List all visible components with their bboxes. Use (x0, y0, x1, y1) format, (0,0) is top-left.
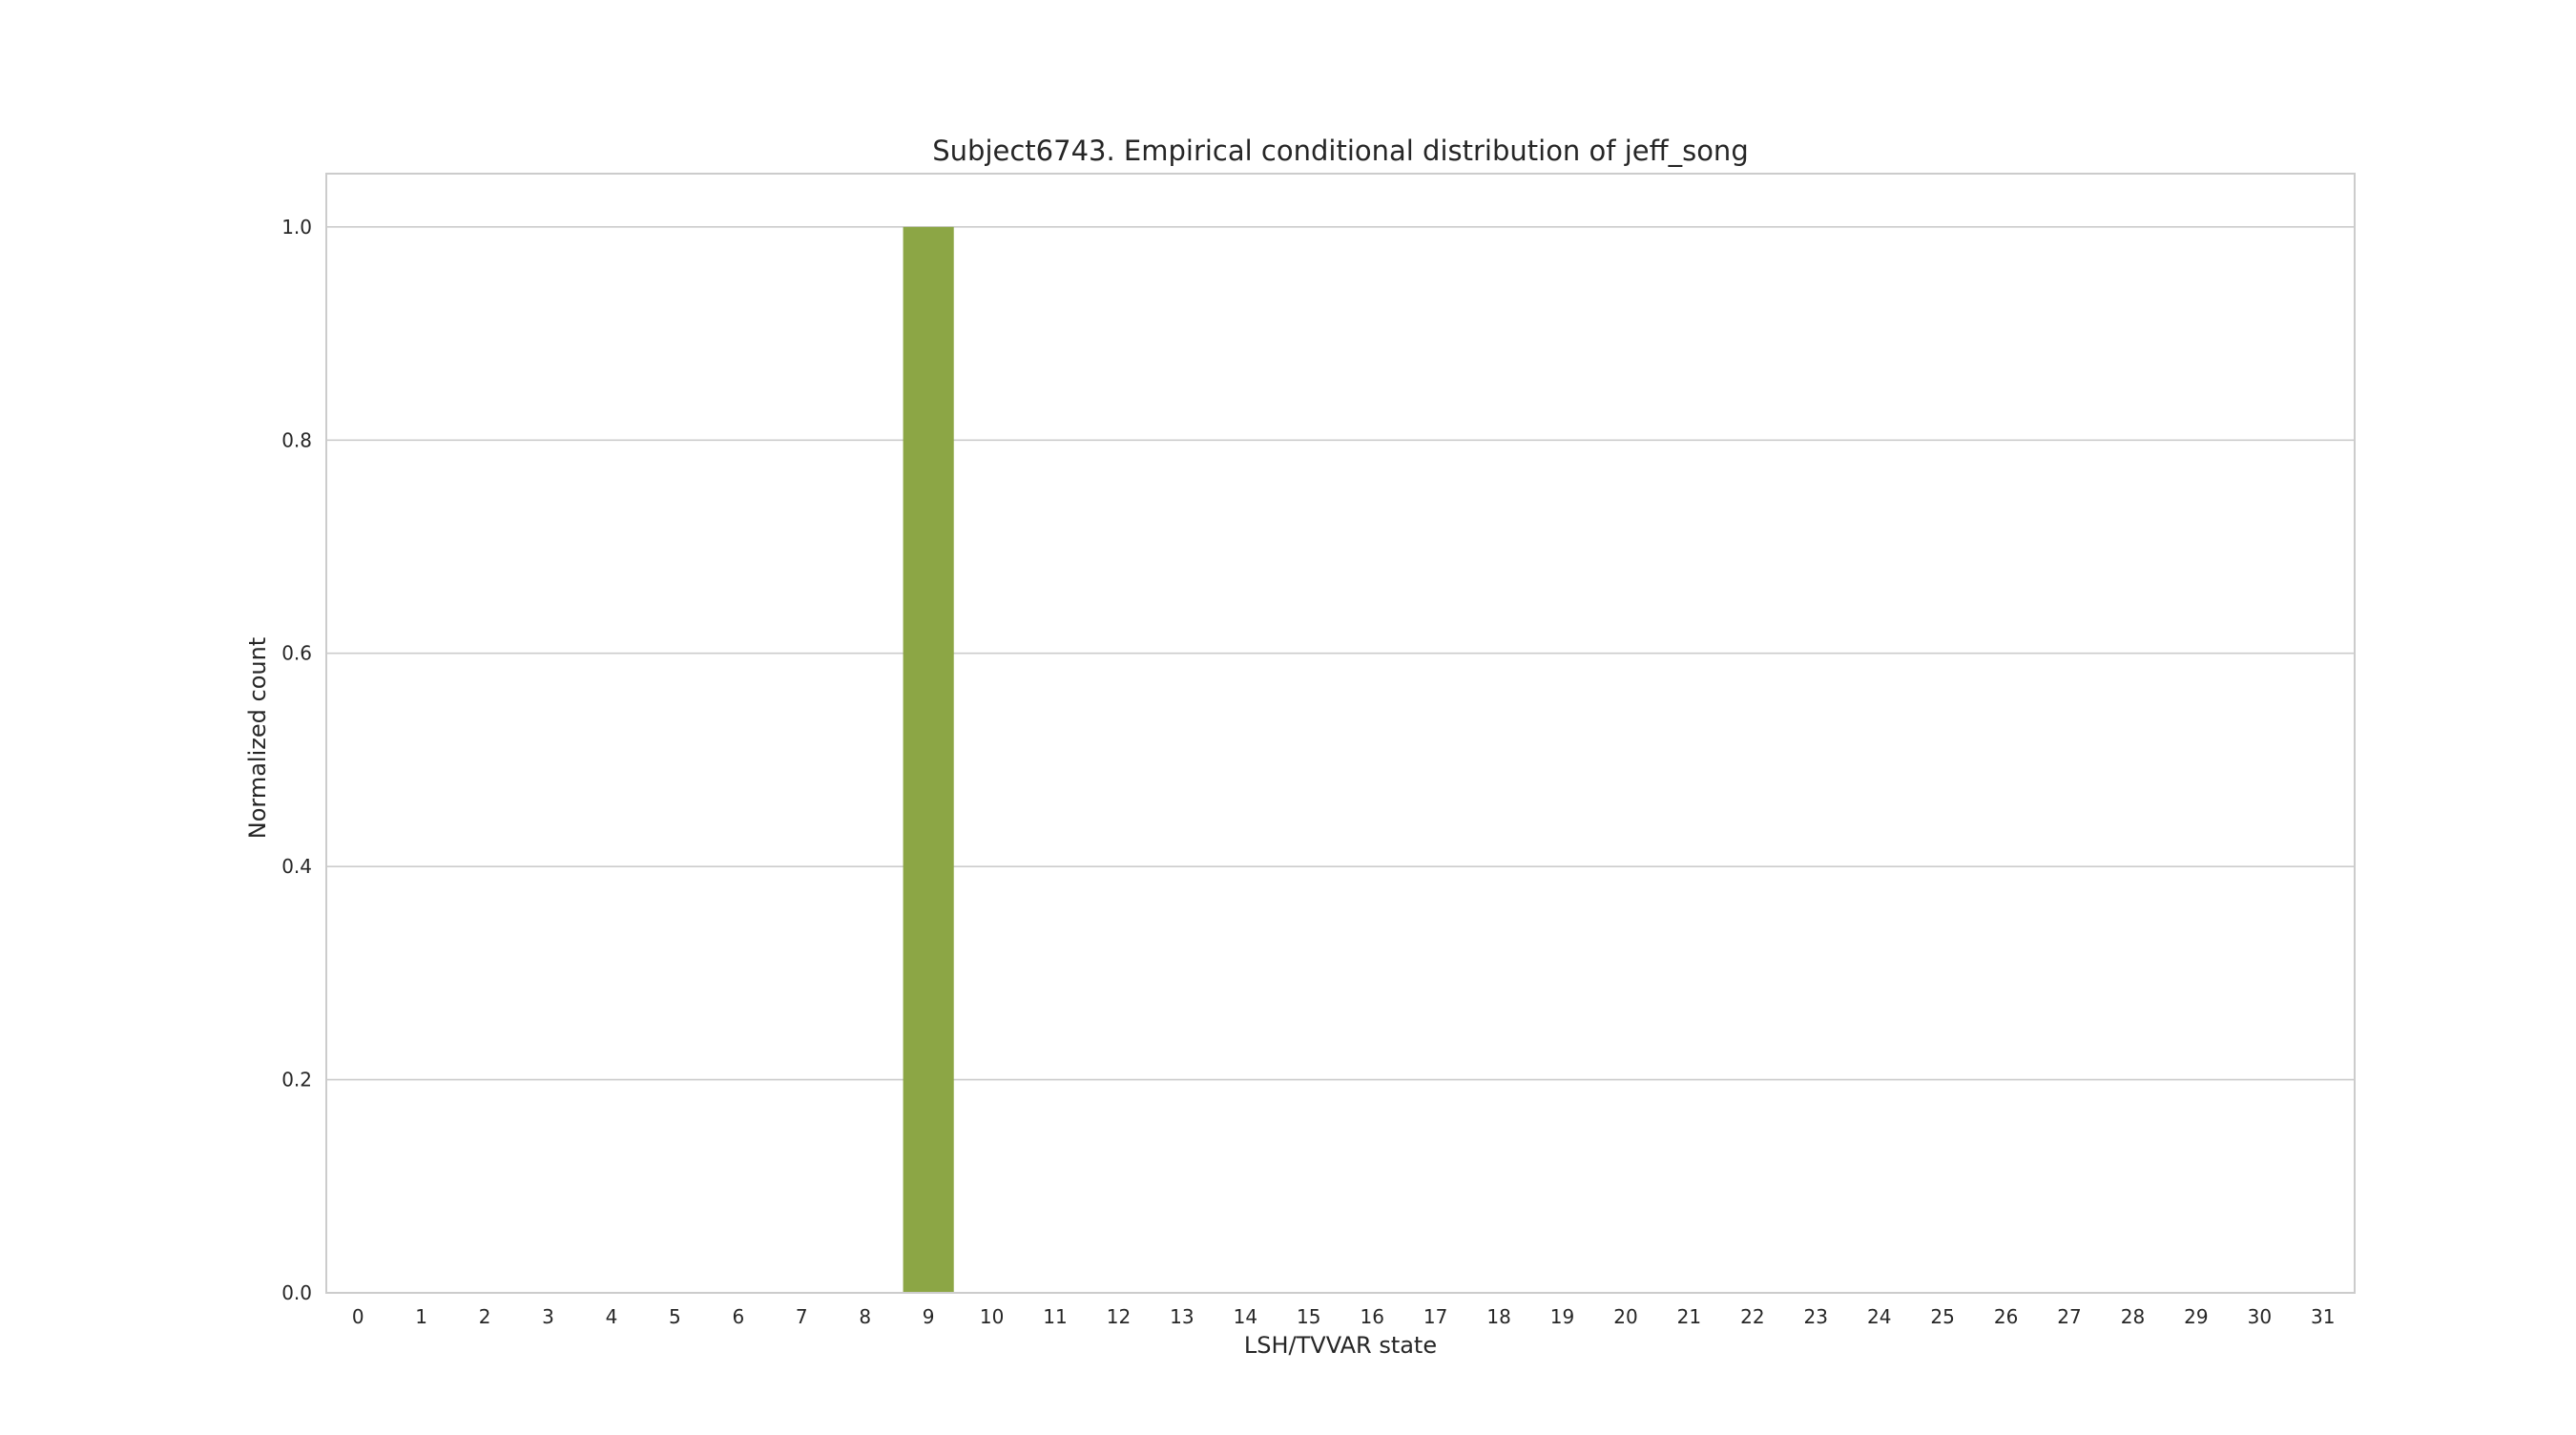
bar-9 (903, 226, 954, 1293)
x-tick-label: 0 (352, 1305, 364, 1328)
x-tick-label: 31 (2311, 1305, 2335, 1328)
x-tick-label: 20 (1613, 1305, 1637, 1328)
x-tick-label: 30 (2248, 1305, 2272, 1328)
x-tick-label: 16 (1360, 1305, 1383, 1328)
y-tick-label: 0.4 (281, 855, 312, 878)
x-tick-labels: 0 1 2 3 4 5 6 7 8 9 10 11 12 13 14 15 16 17 18 19 20 21 22 23 24… (352, 1305, 2336, 1328)
x-tick-label: 10 (980, 1305, 1004, 1328)
x-tick-label: 3 (542, 1305, 554, 1328)
x-tick-label: 24 (1867, 1305, 1891, 1328)
x-tick-label: 18 (1486, 1305, 1510, 1328)
x-tick-label: 1 (415, 1305, 427, 1328)
x-tick-label: 26 (1994, 1305, 2018, 1328)
y-tick-label: 0.6 (281, 642, 312, 665)
x-tick-label: 14 (1234, 1305, 1257, 1328)
plot-frame (325, 173, 2356, 1294)
x-tick-label: 8 (859, 1305, 871, 1328)
grid-layer (326, 226, 2355, 1294)
x-tick-label: 19 (1550, 1305, 1574, 1328)
x-axis-label: LSH/TVVAR state (1244, 1332, 1437, 1359)
x-tick-label: 5 (669, 1305, 681, 1328)
y-axis-label: Normalized count (244, 637, 271, 839)
x-tick-label: 2 (479, 1305, 491, 1328)
x-tick-label: 15 (1297, 1305, 1320, 1328)
x-tick-label: 6 (732, 1305, 744, 1328)
x-tick-label: 23 (1804, 1305, 1828, 1328)
y-tick-label: 0.8 (281, 428, 312, 451)
x-tick-label: 28 (2121, 1305, 2145, 1328)
x-tick-label: 21 (1677, 1305, 1701, 1328)
x-tick-label: 27 (2057, 1305, 2081, 1328)
x-tick-label: 29 (2184, 1305, 2208, 1328)
x-tick-label: 4 (606, 1305, 618, 1328)
x-tick-label: 17 (1423, 1305, 1447, 1328)
chart-title: Subject6743. Empirical conditional distr… (932, 135, 1748, 167)
x-tick-label: 11 (1043, 1305, 1067, 1328)
x-tick-label: 13 (1170, 1305, 1194, 1328)
x-tick-label: 25 (1930, 1305, 1954, 1328)
y-tick-labels: 0.0 0.2 0.4 0.6 0.8 1.0 (281, 216, 312, 1304)
x-tick-label: 9 (923, 1305, 935, 1328)
bars-layer (903, 226, 954, 1293)
y-tick-label: 0.2 (281, 1069, 312, 1092)
x-tick-label: 22 (1740, 1305, 1764, 1328)
y-tick-label: 0.0 (281, 1281, 312, 1304)
x-tick-label: 12 (1107, 1305, 1131, 1328)
y-tick-label: 1.0 (281, 216, 312, 239)
x-tick-label: 7 (796, 1305, 808, 1328)
